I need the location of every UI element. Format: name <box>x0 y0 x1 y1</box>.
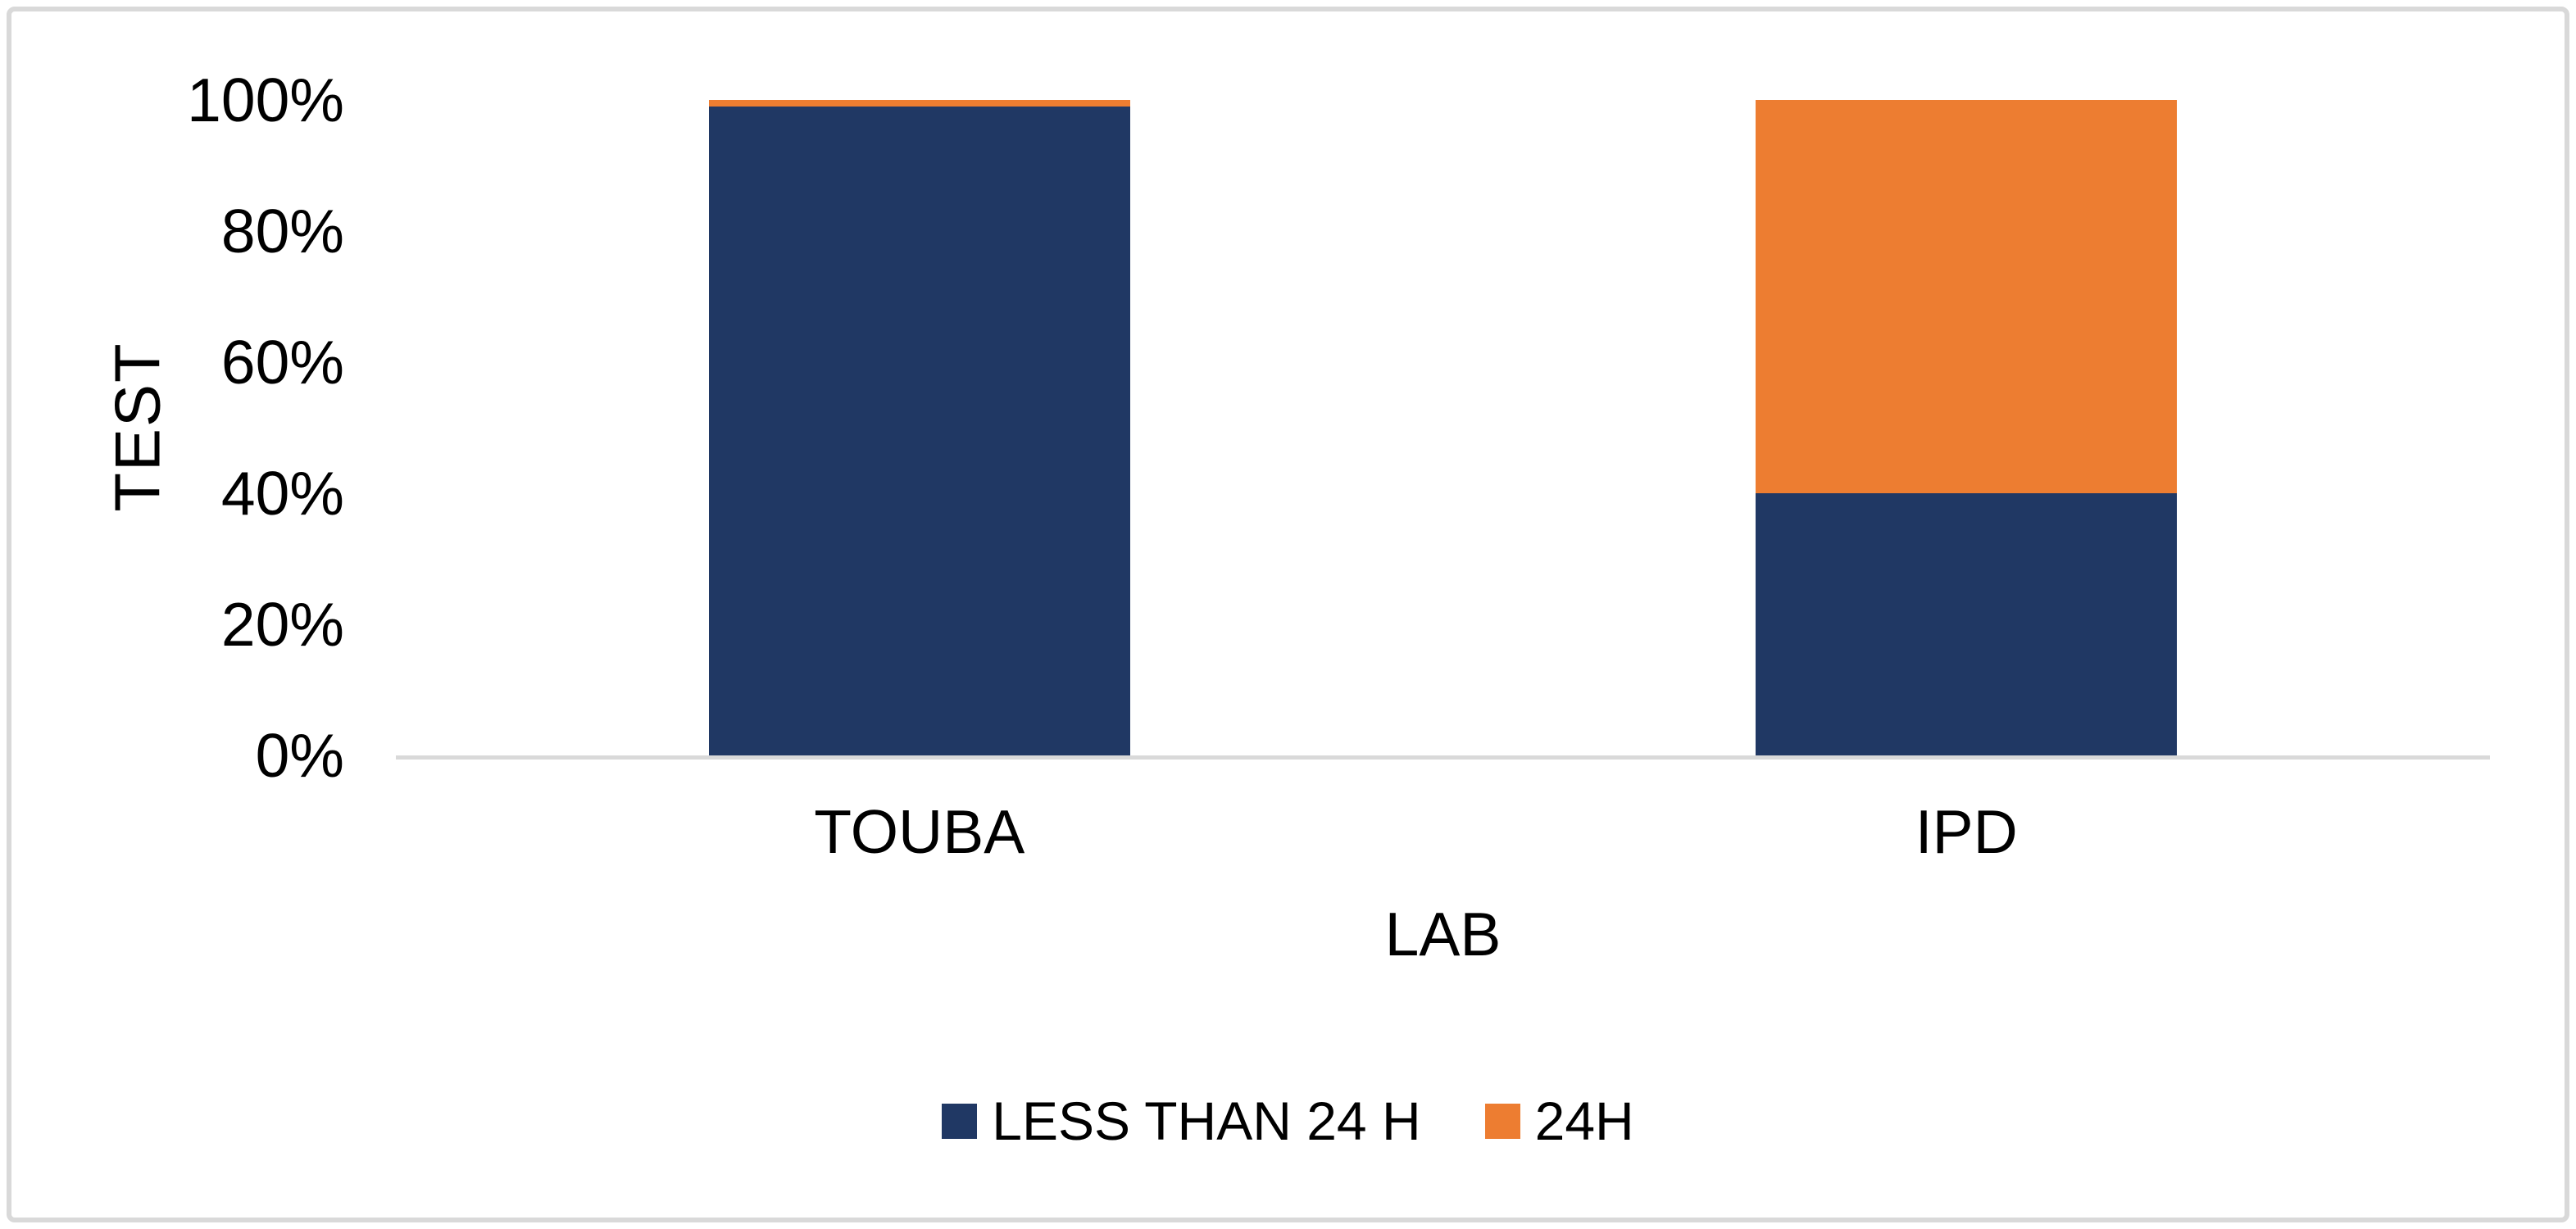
y-tick-label: 80% <box>220 197 344 265</box>
legend-swatch-icon <box>1484 1103 1520 1139</box>
y-tick-label: 0% <box>255 721 344 790</box>
legend-label: LESS THAN 24 H <box>992 1091 1421 1151</box>
legend: LESS THAN 24 H 24H <box>0 1094 2576 1148</box>
bar-segment-less-than-24-h <box>1756 493 2178 755</box>
bar-touba <box>708 100 1130 755</box>
bar-ipd <box>1756 100 2178 755</box>
legend-item: LESS THAN 24 H <box>942 1091 1421 1151</box>
bar-segment-less-than-24-h <box>708 107 1130 755</box>
legend-label: 24H <box>1534 1091 1634 1151</box>
x-axis-title: LAB <box>1384 900 1502 968</box>
bar-segment-24h <box>1756 100 2178 493</box>
x-category-label: TOUBA <box>814 797 1025 866</box>
x-category-label: IPD <box>1915 797 2018 866</box>
y-tick-label: 60% <box>220 328 344 397</box>
x-axis-line <box>396 755 2490 760</box>
y-tick-label: 20% <box>220 590 344 659</box>
chart-border-frame <box>7 7 2569 1222</box>
y-tick-label: 100% <box>187 66 344 134</box>
legend-item: 24H <box>1484 1091 1634 1151</box>
plot-area <box>396 100 2490 760</box>
bar-segment-24h <box>708 100 1130 107</box>
y-tick-label: 40% <box>220 459 344 528</box>
legend-swatch-icon <box>942 1103 978 1139</box>
